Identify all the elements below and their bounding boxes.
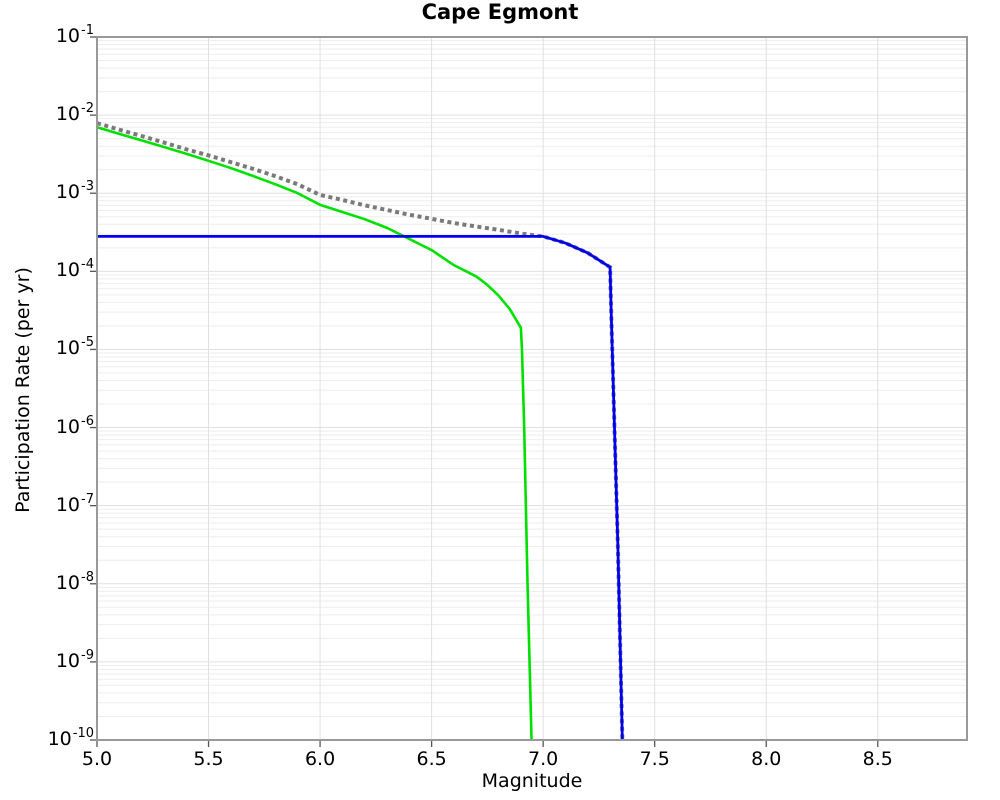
series-gray-dotted-curve (96, 121, 625, 741)
y-tick-label: 10-7 (55, 491, 94, 516)
x-tick-label: 7.5 (639, 748, 670, 770)
x-tick-label: 5.0 (81, 748, 113, 770)
plot-border (96, 36, 968, 741)
chart-title: Cape Egmont (421, 0, 579, 24)
y-tick-label: 10-10 (47, 726, 94, 750)
y-tick-label: 10-5 (55, 335, 94, 360)
x-tick-label: 8.0 (751, 748, 782, 770)
x-tick-label: 6.0 (304, 748, 336, 770)
y-tick-label: 10-1 (55, 23, 94, 47)
x-tick-label: 6.5 (416, 748, 447, 770)
x-tick-label: 7.0 (528, 748, 559, 770)
series-green-solid-curve (96, 125, 533, 741)
y-axis-title: Participation Rate (per yr) (12, 267, 34, 513)
y-tick-label: 10-3 (55, 179, 94, 204)
y-tick-label: 10-8 (55, 569, 94, 594)
y-tick-label: 10-4 (55, 257, 94, 282)
x-tick-label: 8.5 (862, 748, 893, 770)
y-tick-label: 10-9 (55, 647, 94, 672)
series-blue-solid-curve (97, 235, 624, 741)
y-tick-label: 10-6 (55, 413, 94, 438)
x-tick-label: 5.5 (193, 748, 224, 770)
y-tick-label: 10-2 (55, 101, 94, 126)
x-axis-title: Magnitude (481, 770, 583, 792)
